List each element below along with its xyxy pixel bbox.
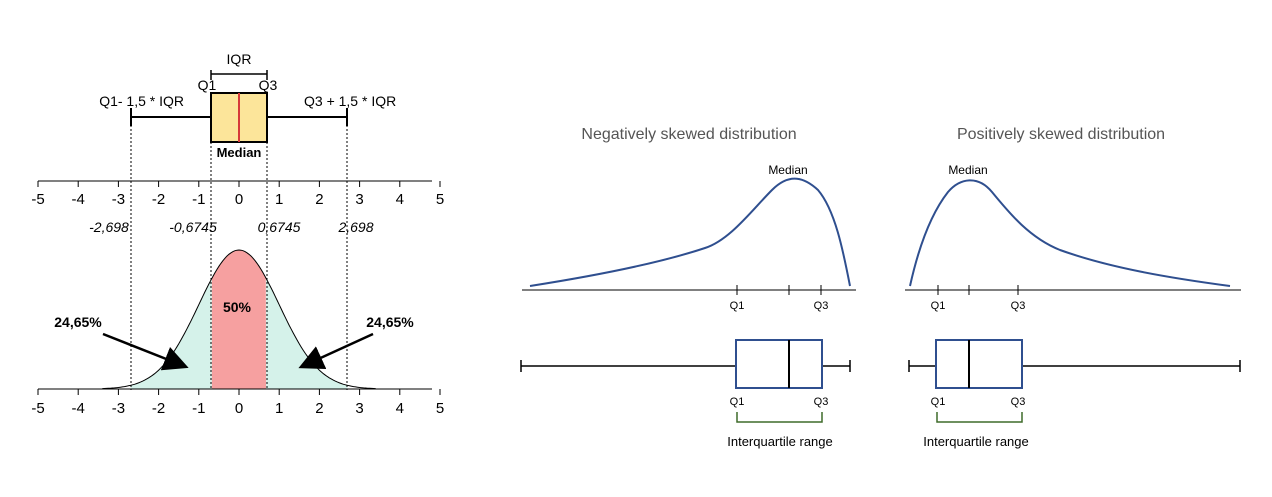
- negative-skew-iqr-bracket: [736, 412, 823, 423]
- left-tail-region: [130, 278, 212, 389]
- negative-skew-axis-q1: Q1: [730, 300, 745, 312]
- iqr-label: IQR: [227, 51, 252, 67]
- right-tail-percent-label: 24,65%: [366, 314, 414, 330]
- positive-skew-box: [935, 339, 1023, 389]
- normal-distribution-boxplot-diagram: -5 -4 -3 -2 -1 0 1 2 3 4 5 -5 -4 -3 -2 -1 0 1 2 3 4 5 IQR Q1…: [31, 51, 444, 417]
- bottom-axis-tick-label: 3: [355, 400, 363, 417]
- top-axis-tick-label: -3: [112, 191, 125, 208]
- top-axis-tick-label: 5: [436, 191, 444, 208]
- bottom-axis-ticks: -5 -4 -3 -2 -1 0 1 2 3 4 5: [31, 389, 444, 417]
- right-tail-arrow: [298, 332, 374, 370]
- negative-skew-median-label: Median: [768, 163, 807, 177]
- top-axis-tick-label: -4: [72, 191, 85, 208]
- top-axis-tick-label: 3: [355, 191, 363, 208]
- top-axis-tick-label: 2: [315, 191, 323, 208]
- lower-fence-label: Q1- 1,5 * IQR: [99, 93, 184, 109]
- top-axis-tick-label: -2: [152, 191, 165, 208]
- positive-skew-curve: [909, 179, 1231, 287]
- positive-skew-iqr-bracket: [936, 412, 1023, 423]
- bottom-axis-tick-label: -4: [72, 400, 85, 417]
- right-tail-region: [266, 278, 348, 389]
- negative-skew-box-q1: Q1: [730, 396, 745, 408]
- left-tail-percent-label: 24,65%: [54, 314, 102, 330]
- top-axis-tick-label: -5: [31, 191, 44, 208]
- positive-skew-axis-q1: Q1: [931, 300, 946, 312]
- positive-skew-box-q3: Q3: [1011, 396, 1026, 408]
- positive-skew-box-q1: Q1: [931, 396, 946, 408]
- bottom-axis-tick-label: 1: [275, 400, 283, 417]
- positive-skew-axis-q3: Q3: [1011, 300, 1026, 312]
- positive-skew-title: Positively skewed distribution: [957, 126, 1165, 143]
- z-value-upper-fence: 2,698: [337, 219, 373, 235]
- normal-curve-fill: [130, 250, 348, 389]
- bottom-axis-tick-label: -5: [31, 400, 44, 417]
- bottom-axis-tick-label: -1: [192, 400, 205, 417]
- normal-curve: [102, 249, 376, 390]
- bottom-axis-tick-label: 2: [315, 400, 323, 417]
- bottom-axis-tick-label: 5: [436, 400, 444, 417]
- top-axis-tick-label: 0: [235, 191, 243, 208]
- negative-skew-axis-q3: Q3: [814, 300, 829, 312]
- median-label: Median: [217, 145, 262, 160]
- negative-skew-box-q3: Q3: [814, 396, 829, 408]
- negative-skew-box: [735, 339, 823, 389]
- center-percent-label: 50%: [223, 299, 252, 315]
- z-value-lower-fence: -2,698: [89, 219, 129, 235]
- upper-fence-label: Q3 + 1,5 * IQR: [304, 93, 396, 109]
- top-axis-tick-label: 4: [396, 191, 404, 208]
- bottom-axis-tick-label: 4: [396, 400, 404, 417]
- bottom-axis-tick-label: -3: [112, 400, 125, 417]
- bottom-axis-tick-label: -2: [152, 400, 165, 417]
- z-value-q3: 0,6745: [258, 219, 301, 235]
- bottom-axis-tick-label: 0: [235, 400, 243, 417]
- negative-skew-diagram: Negatively skewed distribution Median Q1…: [520, 126, 856, 449]
- z-value-q1: -0,6745: [169, 219, 217, 235]
- negative-skew-title: Negatively skewed distribution: [581, 126, 796, 143]
- left-tail-arrow: [102, 332, 189, 371]
- top-axis-tick-label: -1: [192, 191, 205, 208]
- q3-label: Q3: [259, 77, 278, 93]
- positive-skew-iqr-label: Interquartile range: [923, 434, 1029, 449]
- negative-skew-curve: [529, 177, 851, 287]
- q1-label: Q1: [198, 77, 217, 93]
- positive-skew-diagram: Positively skewed distribution Median Q1…: [905, 126, 1241, 449]
- positive-skew-median-label: Median: [948, 163, 987, 177]
- center-region: [211, 250, 267, 389]
- negative-skew-iqr-label: Interquartile range: [727, 434, 833, 449]
- top-axis-ticks: -5 -4 -3 -2 -1 0 1 2 3 4 5: [31, 181, 444, 208]
- top-axis-tick-label: 1: [275, 191, 283, 208]
